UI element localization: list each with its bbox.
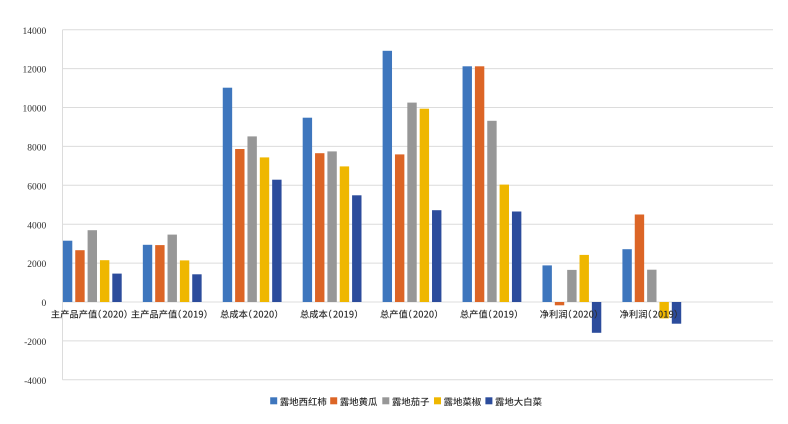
svg-text:0: 0 <box>42 299 47 309</box>
svg-text:2000: 2000 <box>27 260 46 270</box>
svg-text:4000: 4000 <box>27 221 46 231</box>
svg-text:10000: 10000 <box>23 105 47 115</box>
svg-text:14000: 14000 <box>23 27 47 37</box>
svg-text:8000: 8000 <box>27 144 46 154</box>
svg-text:-2000: -2000 <box>24 338 46 348</box>
svg-text:12000: 12000 <box>23 66 47 76</box>
svg-text:-4000: -4000 <box>24 377 46 387</box>
svg-text:6000: 6000 <box>27 182 46 192</box>
